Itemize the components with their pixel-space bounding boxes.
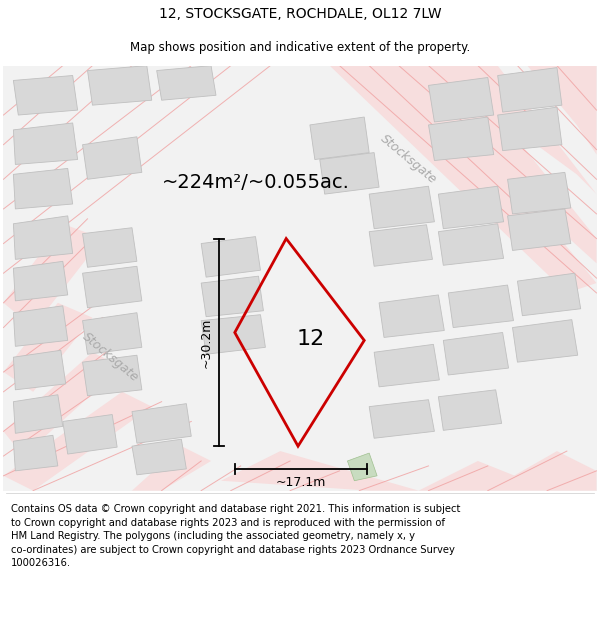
- Polygon shape: [13, 395, 63, 433]
- Polygon shape: [527, 66, 596, 154]
- Polygon shape: [428, 66, 596, 194]
- Polygon shape: [201, 237, 260, 277]
- Polygon shape: [13, 76, 77, 115]
- Polygon shape: [13, 350, 66, 390]
- Polygon shape: [13, 435, 58, 471]
- Polygon shape: [448, 285, 514, 328]
- Polygon shape: [83, 228, 137, 268]
- Polygon shape: [329, 66, 596, 293]
- Text: 12: 12: [296, 329, 325, 349]
- Polygon shape: [310, 117, 369, 159]
- Text: ~224m²/~0.055ac.: ~224m²/~0.055ac.: [161, 173, 349, 192]
- Polygon shape: [83, 137, 142, 179]
- Polygon shape: [13, 168, 73, 209]
- Polygon shape: [4, 303, 92, 392]
- Polygon shape: [512, 319, 578, 362]
- Polygon shape: [428, 117, 494, 161]
- Polygon shape: [13, 306, 68, 346]
- Text: ~30.2m: ~30.2m: [200, 317, 212, 368]
- Text: Stocksgate: Stocksgate: [80, 330, 141, 384]
- Polygon shape: [13, 216, 73, 259]
- Polygon shape: [497, 68, 562, 112]
- Polygon shape: [320, 152, 379, 194]
- Polygon shape: [439, 390, 502, 431]
- Polygon shape: [379, 295, 445, 338]
- Polygon shape: [439, 224, 503, 265]
- Polygon shape: [508, 209, 571, 251]
- Polygon shape: [4, 352, 122, 456]
- Polygon shape: [369, 225, 433, 266]
- Text: Contains OS data © Crown copyright and database right 2021. This information is : Contains OS data © Crown copyright and d…: [11, 504, 460, 569]
- Polygon shape: [428, 78, 494, 122]
- Polygon shape: [13, 123, 77, 164]
- Polygon shape: [508, 173, 571, 214]
- Polygon shape: [347, 453, 377, 481]
- Polygon shape: [439, 186, 503, 229]
- Polygon shape: [132, 439, 187, 475]
- Text: 12, STOCKSGATE, ROCHDALE, OL12 7LW: 12, STOCKSGATE, ROCHDALE, OL12 7LW: [158, 8, 442, 21]
- Polygon shape: [83, 266, 142, 308]
- Polygon shape: [419, 461, 527, 491]
- Polygon shape: [132, 404, 191, 443]
- Polygon shape: [379, 66, 596, 263]
- Polygon shape: [488, 451, 596, 491]
- Polygon shape: [13, 261, 68, 301]
- Polygon shape: [221, 451, 419, 491]
- Text: Stocksgate: Stocksgate: [378, 132, 439, 187]
- Polygon shape: [201, 315, 265, 354]
- Polygon shape: [63, 414, 117, 454]
- Polygon shape: [369, 400, 434, 438]
- Text: ~17.1m: ~17.1m: [276, 476, 326, 489]
- Polygon shape: [517, 273, 581, 316]
- Polygon shape: [83, 312, 142, 354]
- Polygon shape: [88, 66, 152, 105]
- Polygon shape: [201, 276, 263, 317]
- Polygon shape: [4, 224, 103, 328]
- Polygon shape: [83, 355, 142, 396]
- Polygon shape: [374, 344, 439, 387]
- Polygon shape: [443, 332, 509, 375]
- Polygon shape: [497, 107, 562, 151]
- Polygon shape: [157, 66, 216, 100]
- Polygon shape: [369, 186, 434, 229]
- Polygon shape: [4, 392, 152, 491]
- Text: Map shows position and indicative extent of the property.: Map shows position and indicative extent…: [130, 41, 470, 54]
- Polygon shape: [132, 446, 211, 491]
